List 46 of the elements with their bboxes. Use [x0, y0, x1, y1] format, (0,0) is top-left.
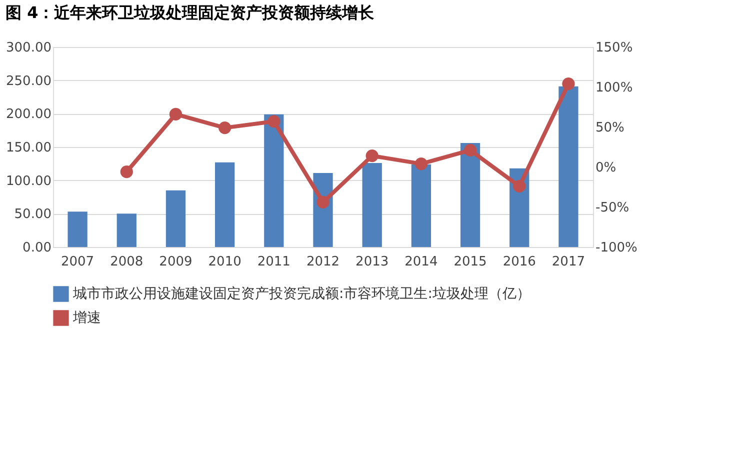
y2-tick-label: 150% — [596, 40, 633, 56]
point — [414, 157, 428, 170]
x-tick-label: 2009 — [159, 254, 192, 270]
point — [513, 180, 526, 193]
bar — [460, 143, 480, 247]
bar — [411, 164, 431, 247]
point — [316, 196, 330, 209]
x-tick-label: 2012 — [306, 254, 340, 270]
y2-tick-label: 100% — [596, 80, 633, 96]
bar — [558, 86, 578, 247]
point — [169, 108, 182, 121]
bar — [68, 212, 88, 247]
y2-tick-label: -50% — [596, 200, 630, 216]
bar — [215, 162, 235, 247]
point — [120, 165, 133, 178]
y-tick-label: 50.00 — [14, 207, 52, 222]
x-tick-label: 2007 — [61, 254, 94, 270]
x-tick-label: 2015 — [454, 254, 487, 270]
y-tick-label: 100.00 — [6, 174, 52, 189]
x-tick-label: 2014 — [404, 254, 438, 270]
x-tick-label: 2016 — [502, 254, 536, 270]
y-tick-label: 150.00 — [6, 140, 52, 156]
x-tick-label: 2013 — [356, 254, 389, 270]
y-tick-label: 300.00 — [6, 40, 52, 56]
y-tick-label: 250.00 — [6, 74, 52, 89]
point — [268, 115, 280, 128]
bar — [362, 163, 382, 247]
point — [562, 77, 575, 90]
legend-label: 城市市政公用设施建设固定资产投资完成额:市容环境卫生:垃圾处理（亿） — [72, 286, 530, 302]
x-tick-label: 2010 — [208, 254, 242, 270]
point — [366, 149, 378, 162]
y2-tick-label: 50% — [596, 120, 624, 136]
y2-tick-label: -100% — [596, 240, 638, 256]
bar — [166, 190, 186, 247]
bar — [264, 114, 284, 247]
y-tick-label: 200.00 — [6, 107, 52, 122]
x-tick-label: 2011 — [257, 254, 290, 270]
point — [464, 144, 477, 157]
x-tick-label: 2017 — [552, 254, 585, 270]
y2-tick-label: 0% — [596, 160, 616, 176]
chart-title: 图 4：近年来环卫垃圾处理固定资产投资额持续增长 — [6, 3, 376, 22]
x-tick-label: 2008 — [110, 254, 144, 270]
point — [218, 121, 232, 134]
y-tick-label: 0.00 — [22, 240, 52, 256]
legend-label: 增速 — [72, 310, 101, 326]
bar — [116, 214, 136, 247]
